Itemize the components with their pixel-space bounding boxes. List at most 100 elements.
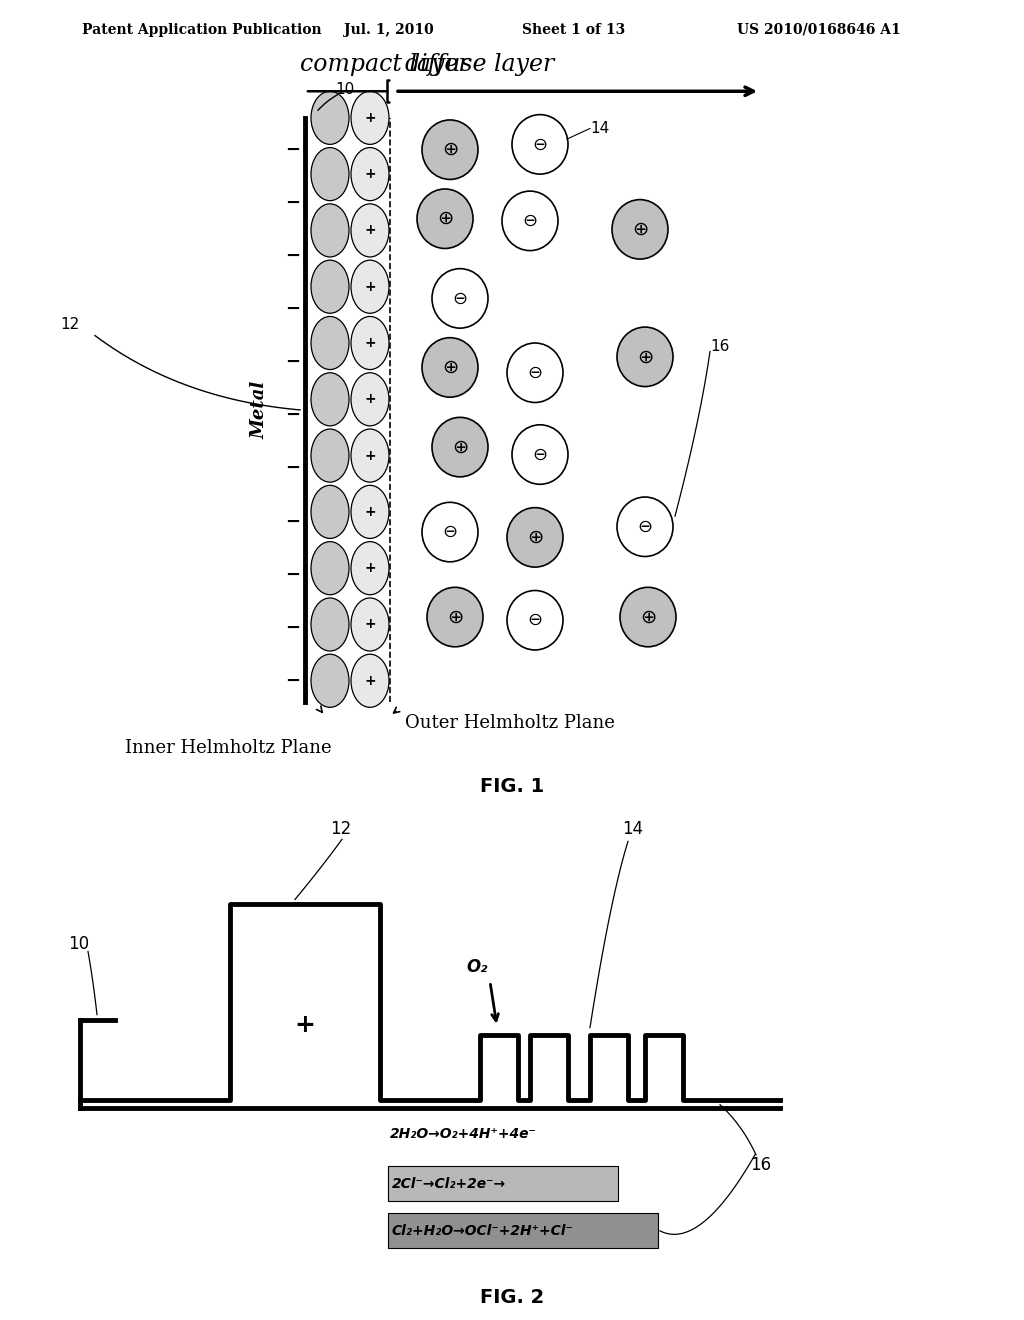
Text: Patent Application Publication: Patent Application Publication [82, 22, 322, 37]
Circle shape [422, 338, 478, 397]
Circle shape [422, 503, 478, 562]
Text: FIG. 2: FIG. 2 [480, 1288, 544, 1308]
Text: diffuse layer: diffuse layer [406, 53, 554, 77]
Text: ⊖: ⊖ [453, 289, 468, 308]
Ellipse shape [351, 598, 389, 651]
Text: 2Cl⁻→Cl₂+2e⁻→: 2Cl⁻→Cl₂+2e⁻→ [392, 1177, 506, 1191]
Ellipse shape [351, 260, 389, 313]
Text: ⊖: ⊖ [527, 364, 543, 381]
Text: ⊕: ⊕ [441, 358, 458, 378]
Text: ⊕: ⊕ [446, 607, 463, 627]
Ellipse shape [311, 148, 349, 201]
Ellipse shape [311, 655, 349, 708]
Text: Outer Helmholtz Plane: Outer Helmholtz Plane [406, 714, 614, 733]
Text: +: + [365, 223, 376, 238]
Text: Metal: Metal [251, 380, 269, 440]
Text: 16: 16 [710, 339, 729, 354]
Text: 14: 14 [622, 820, 643, 838]
Text: −: − [286, 407, 301, 424]
Text: +: + [365, 504, 376, 519]
Text: −: − [286, 141, 301, 158]
Text: +: + [365, 673, 376, 688]
Text: +: + [365, 111, 376, 125]
Circle shape [512, 115, 568, 174]
Ellipse shape [351, 429, 389, 482]
Text: Inner Helmholtz Plane: Inner Helmholtz Plane [125, 739, 332, 756]
Ellipse shape [351, 203, 389, 257]
Ellipse shape [311, 541, 349, 595]
Text: ⊕: ⊕ [526, 528, 543, 546]
Text: −: − [286, 459, 301, 478]
Text: Jul. 1, 2010: Jul. 1, 2010 [344, 22, 434, 37]
Text: 12: 12 [330, 820, 351, 838]
Text: ⊕: ⊕ [441, 140, 458, 160]
Ellipse shape [351, 91, 389, 144]
Text: ⊖: ⊖ [522, 211, 538, 230]
Text: +: + [365, 168, 376, 181]
Circle shape [620, 587, 676, 647]
Text: ⊕: ⊕ [452, 438, 468, 457]
Text: ⊕: ⊕ [640, 607, 656, 627]
Text: −: − [286, 619, 301, 636]
Circle shape [617, 327, 673, 387]
Text: −: − [286, 300, 301, 318]
Text: ⊕: ⊕ [437, 210, 454, 228]
Text: compact layer: compact layer [300, 53, 470, 77]
Circle shape [612, 199, 668, 259]
Text: −: − [286, 194, 301, 211]
Text: 10: 10 [335, 82, 354, 96]
Text: FIG. 1: FIG. 1 [480, 777, 544, 796]
Text: 12: 12 [60, 317, 79, 333]
Ellipse shape [351, 317, 389, 370]
Text: +: + [295, 1012, 315, 1036]
Circle shape [617, 498, 673, 557]
Text: −: − [286, 672, 301, 690]
Ellipse shape [311, 598, 349, 651]
Circle shape [507, 590, 563, 649]
Circle shape [502, 191, 558, 251]
Text: −: − [286, 512, 301, 531]
Ellipse shape [351, 148, 389, 201]
Text: +: + [365, 618, 376, 631]
Text: −: − [286, 354, 301, 371]
Text: O₂: O₂ [466, 957, 487, 975]
Text: ⊖: ⊖ [532, 136, 548, 153]
Ellipse shape [311, 372, 349, 426]
FancyBboxPatch shape [388, 1213, 658, 1247]
Circle shape [507, 508, 563, 568]
Text: Cl₂+H₂O→OCl⁻+2H⁺+Cl⁻: Cl₂+H₂O→OCl⁻+2H⁺+Cl⁻ [392, 1224, 573, 1238]
Ellipse shape [311, 429, 349, 482]
Ellipse shape [351, 655, 389, 708]
Text: 14: 14 [590, 121, 609, 136]
Text: −: − [286, 247, 301, 265]
Text: +: + [365, 449, 376, 462]
Ellipse shape [311, 260, 349, 313]
Text: −: − [286, 565, 301, 583]
Circle shape [507, 343, 563, 403]
Text: ⊖: ⊖ [442, 523, 458, 541]
Circle shape [432, 417, 488, 477]
Circle shape [432, 269, 488, 329]
Text: +: + [365, 392, 376, 407]
Ellipse shape [311, 203, 349, 257]
Circle shape [417, 189, 473, 248]
Text: ⊕: ⊕ [632, 220, 648, 239]
Ellipse shape [311, 317, 349, 370]
Text: +: + [365, 337, 376, 350]
Circle shape [422, 120, 478, 180]
Circle shape [512, 425, 568, 484]
Text: ⊖: ⊖ [532, 446, 548, 463]
Ellipse shape [311, 91, 349, 144]
Text: 2H₂O→O₂+4H⁺+4e⁻: 2H₂O→O₂+4H⁺+4e⁻ [390, 1127, 537, 1140]
Text: +: + [365, 280, 376, 294]
Text: ⊖: ⊖ [637, 517, 652, 536]
Text: US 2010/0168646 A1: US 2010/0168646 A1 [737, 22, 901, 37]
Text: ⊕: ⊕ [637, 347, 653, 367]
Ellipse shape [351, 486, 389, 539]
Text: 16: 16 [750, 1156, 771, 1173]
Ellipse shape [351, 541, 389, 595]
Circle shape [427, 587, 483, 647]
Text: ⊖: ⊖ [527, 611, 543, 630]
Text: +: + [365, 561, 376, 576]
FancyBboxPatch shape [388, 1166, 618, 1201]
